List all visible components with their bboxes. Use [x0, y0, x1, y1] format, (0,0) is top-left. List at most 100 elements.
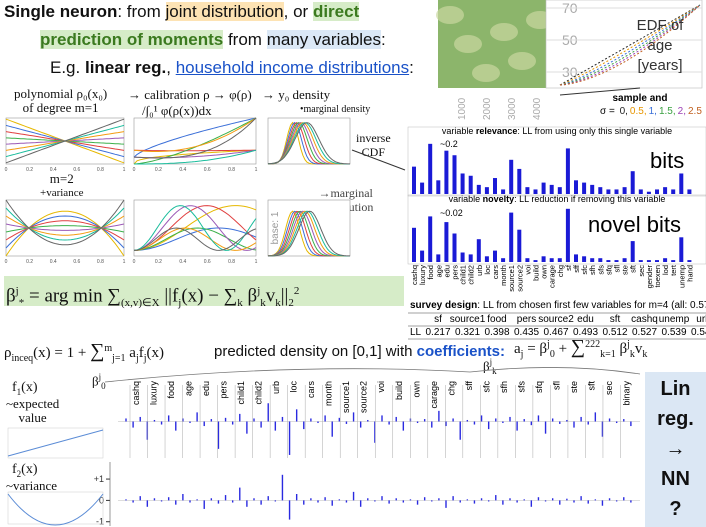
illustration-curve: [5, 220, 125, 241]
axis-label: [years]: [637, 57, 682, 74]
bar: [679, 237, 684, 262]
text: 222: [585, 339, 601, 350]
panel-frame: [133, 117, 257, 165]
big-label: bits: [650, 148, 684, 173]
title-part: novelty: [483, 194, 515, 204]
text: k: [642, 349, 648, 360]
section-label: age: [184, 381, 194, 396]
variable-label: sfh: [588, 265, 597, 275]
text: j: [98, 372, 102, 382]
variable-label: build: [532, 265, 541, 281]
bar: [606, 189, 611, 194]
edf-area: [545, 0, 703, 89]
illustration-curve: [133, 205, 257, 251]
panel-label: •marginal density: [300, 104, 371, 115]
text: ?: [669, 498, 682, 520]
variable-label: voi: [523, 265, 532, 275]
panel-label: inverse CDF: [356, 131, 391, 159]
bar: [549, 184, 554, 194]
text: j: [257, 285, 261, 297]
bar: [671, 189, 676, 194]
map-area: [438, 0, 546, 88]
variable-label: toexen: [653, 265, 662, 288]
variable-label: unemp: [677, 265, 686, 288]
text: Single neuron: [4, 2, 118, 21]
bar: [557, 187, 562, 194]
bar: [687, 260, 692, 262]
link[interactable]: household income distributions: [175, 58, 410, 77]
panel-frame: [267, 117, 351, 165]
text: f: [12, 380, 17, 395]
title-part: survey design: [410, 300, 477, 311]
variable-label: child1: [459, 265, 468, 285]
bar: [622, 258, 627, 262]
table-header: food: [487, 314, 506, 325]
text: coefficients:: [416, 343, 505, 360]
f-frame: [7, 491, 104, 525]
beta0-label: βj0: [92, 372, 106, 391]
illustration-curve: [267, 210, 350, 257]
intro-line: E.g. linear reg., household income distr…: [50, 58, 414, 78]
legend-entry: 0.5,: [630, 106, 647, 117]
section-label: child2: [254, 381, 264, 405]
illustration-curve: [133, 149, 257, 159]
illustration-curve: [268, 210, 350, 257]
text: (x): [146, 345, 165, 361]
section-label: ste: [569, 381, 579, 393]
illustration-curve: [5, 225, 125, 233]
bar: [638, 260, 643, 262]
illustration-curve: [133, 205, 257, 251]
illustration-curve: [5, 131, 125, 151]
table-cell: 0.321: [455, 327, 480, 338]
variable-label: sfc: [580, 265, 589, 275]
section-label: urb: [271, 381, 281, 394]
illustration-curve: [5, 124, 125, 158]
panel-tick-label: 0: [5, 167, 8, 173]
bar: [493, 250, 497, 262]
panel-frame: [133, 199, 257, 257]
panel-tick-label: 0.2: [26, 259, 33, 265]
y-tick-label: 0: [99, 495, 104, 505]
variable-label: edu: [442, 265, 451, 278]
illustration-curve: [133, 227, 257, 251]
panel-tick-label: 1: [123, 259, 126, 265]
map-blob: [508, 52, 536, 70]
intro-line: prediction of moments from many variable…: [40, 30, 386, 50]
section-label: build: [394, 381, 404, 400]
variable-label: sft: [629, 264, 638, 273]
text: k=1: [600, 349, 616, 360]
text: a: [514, 341, 521, 357]
text: many variables: [266, 30, 382, 49]
f2-label: f2(x): [12, 462, 38, 479]
illustration-curve: [133, 227, 257, 251]
variable-label: chg: [556, 265, 565, 277]
section-label: sfq: [534, 381, 544, 393]
text: 1: [16, 386, 22, 397]
text: *: [18, 297, 25, 310]
text: k: [237, 297, 243, 310]
bar: [493, 178, 497, 194]
text: (x,v)∈X: [120, 297, 160, 310]
bar: [655, 260, 659, 262]
text: , or: [283, 2, 313, 21]
map-blob: [436, 6, 464, 24]
text: ||f: [159, 285, 179, 307]
chart-title: variable novelty: LL reduction if removi…: [449, 194, 666, 204]
illustration-curve: [267, 122, 350, 165]
bar: [646, 260, 651, 262]
panel-tick-label: 0.8: [228, 259, 235, 265]
section-label: sfl: [551, 381, 561, 390]
section-label: own: [411, 381, 421, 398]
text: β: [615, 341, 628, 357]
legend-entry: 1.5,: [659, 106, 676, 117]
variable-label: food: [426, 265, 435, 280]
arrow: [559, 87, 641, 96]
bar: [541, 256, 546, 262]
section-label: sfs: [516, 381, 526, 393]
bar: [501, 258, 506, 262]
illustration-curve: [5, 137, 125, 145]
bar: [468, 254, 473, 262]
text: of degree m=1: [22, 100, 99, 115]
panel-tick-label: 0.8: [97, 167, 104, 173]
